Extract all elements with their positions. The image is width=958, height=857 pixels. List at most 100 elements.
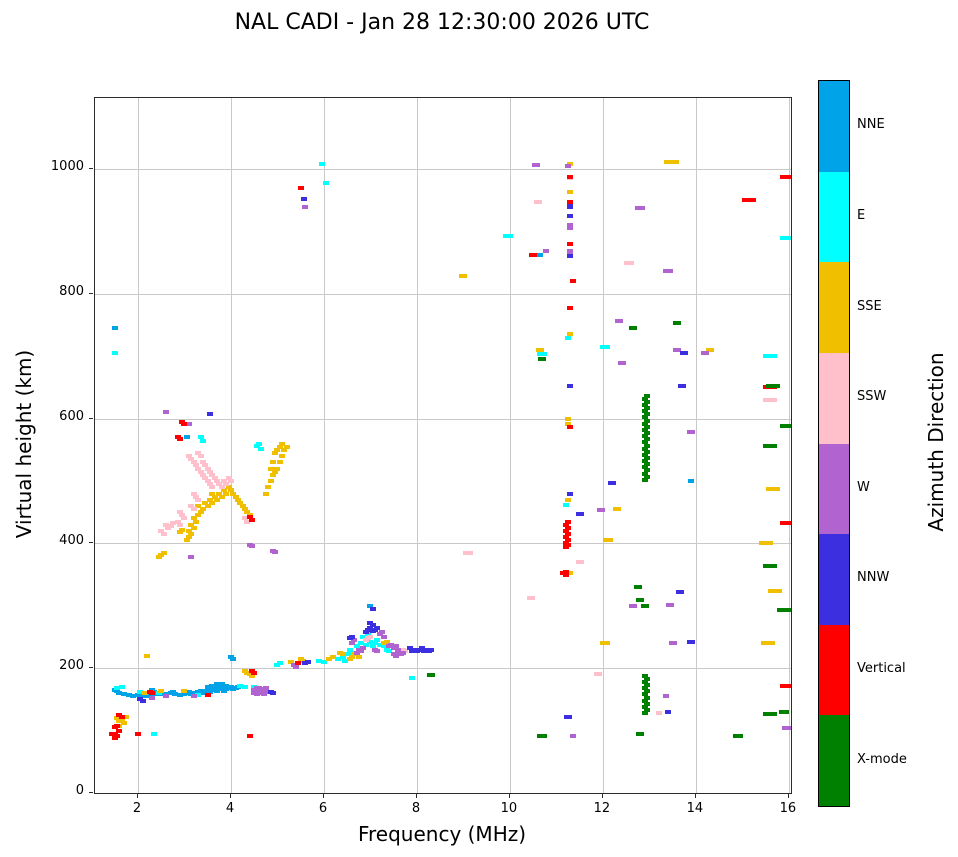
data-point-vertical — [567, 305, 574, 310]
colorbar-band-ssw — [819, 352, 849, 444]
data-point-ssw — [533, 200, 542, 205]
data-point-vertical — [779, 175, 791, 180]
data-point-e — [374, 638, 381, 643]
data-point-x-mode — [777, 607, 791, 612]
chart-title: NAL CADI - Jan 28 12:30:00 2026 UTC — [234, 10, 650, 35]
data-point-nnw — [665, 709, 672, 714]
data-point-w — [260, 692, 267, 697]
colorbar-tick-label-x-mode: X-mode — [857, 751, 907, 767]
data-point-sse — [600, 641, 611, 646]
data-point-vertical — [114, 723, 121, 728]
data-point-w — [567, 223, 574, 228]
colorbar-tick-label-nne: NNE — [857, 117, 885, 133]
data-point-sse — [355, 654, 362, 659]
data-point-x-mode — [641, 409, 648, 414]
data-point-e — [369, 643, 376, 648]
gridline-x-6 — [323, 98, 325, 793]
data-point-w — [374, 648, 381, 653]
data-point-sse — [232, 494, 239, 499]
gridline-y-200 — [95, 668, 791, 670]
data-point-sse — [223, 491, 230, 496]
colorbar-band-nnw — [819, 534, 849, 625]
data-point-nnw — [567, 491, 574, 496]
data-point-ssw — [202, 475, 209, 480]
data-point-sse — [123, 714, 130, 719]
data-point-vertical — [562, 522, 569, 527]
data-point-e — [362, 642, 369, 647]
data-point-w — [162, 410, 169, 415]
data-point-sse — [760, 641, 775, 646]
data-point-vertical — [111, 736, 118, 741]
data-point-ssw — [195, 466, 202, 471]
data-point-x-mode — [673, 320, 682, 325]
data-point-nnw — [675, 590, 684, 595]
data-point-sse — [288, 659, 295, 664]
data-point-e — [381, 644, 388, 649]
data-point-ssw — [190, 491, 197, 496]
data-point-nnw — [369, 606, 376, 611]
data-point-sse — [234, 497, 241, 502]
gridline-x-2 — [138, 98, 139, 793]
data-point-nne — [197, 688, 204, 693]
data-point-ssw — [158, 528, 165, 533]
data-point-sse — [118, 717, 125, 722]
data-point-vertical — [567, 425, 574, 430]
data-point-sse — [274, 466, 281, 471]
data-point-sse — [267, 466, 274, 471]
data-point-x-mode — [641, 421, 648, 426]
data-point-x-mode — [763, 563, 778, 568]
colorbar — [818, 80, 850, 807]
data-point-sse — [114, 716, 121, 721]
data-point-nnw — [367, 625, 374, 630]
data-point-nnw — [677, 383, 686, 388]
data-point-sse — [190, 516, 197, 521]
data-point-ssw — [160, 532, 167, 537]
data-point-sse — [195, 504, 202, 509]
data-point-e — [386, 648, 393, 653]
data-point-x-mode — [644, 424, 651, 429]
data-point-x-mode — [644, 708, 651, 713]
plot-area — [94, 97, 792, 794]
data-point-w — [393, 644, 400, 649]
data-point-ssw — [216, 482, 223, 487]
data-point-sse — [160, 550, 167, 555]
colorbar-tick-label-e: E — [857, 207, 866, 223]
data-point-w — [348, 641, 355, 646]
data-point-x-mode — [641, 698, 648, 703]
data-point-w — [188, 555, 195, 560]
data-point-nne — [367, 603, 374, 608]
data-point-sse — [664, 159, 673, 164]
data-point-nne — [186, 689, 193, 694]
data-point-ssw — [214, 479, 221, 484]
data-point-ssw — [188, 504, 195, 509]
data-point-x-mode — [765, 384, 780, 389]
data-point-ssw — [207, 469, 214, 474]
data-point-e — [197, 435, 204, 440]
data-point-e — [600, 344, 611, 349]
data-point-sse — [121, 721, 128, 726]
data-point-x-mode — [641, 415, 648, 420]
x-tickmark — [322, 794, 324, 798]
data-point-ssw — [167, 523, 174, 528]
colorbar-tick-label-nnw: NNW — [857, 570, 890, 586]
data-point-sse — [218, 494, 225, 499]
data-point-sse — [207, 497, 214, 502]
colorbar-band-nne — [819, 81, 849, 172]
data-point-w — [272, 550, 279, 555]
data-point-vertical — [565, 532, 572, 537]
data-point-x-mode — [644, 689, 651, 694]
data-point-x-mode — [644, 468, 651, 473]
data-point-sse — [274, 447, 281, 452]
colorbar-band-vertical — [819, 624, 849, 716]
data-point-sse — [300, 658, 307, 663]
data-point-w — [635, 205, 646, 210]
data-point-x-mode — [644, 399, 651, 404]
data-point-nne — [176, 693, 183, 698]
data-point-w — [388, 642, 395, 647]
data-point-vertical — [246, 733, 253, 738]
data-point-vertical — [565, 519, 572, 524]
data-point-sse — [237, 500, 244, 505]
data-point-x-mode — [641, 711, 648, 716]
data-point-x-mode — [641, 440, 648, 445]
data-point-w — [567, 249, 574, 254]
